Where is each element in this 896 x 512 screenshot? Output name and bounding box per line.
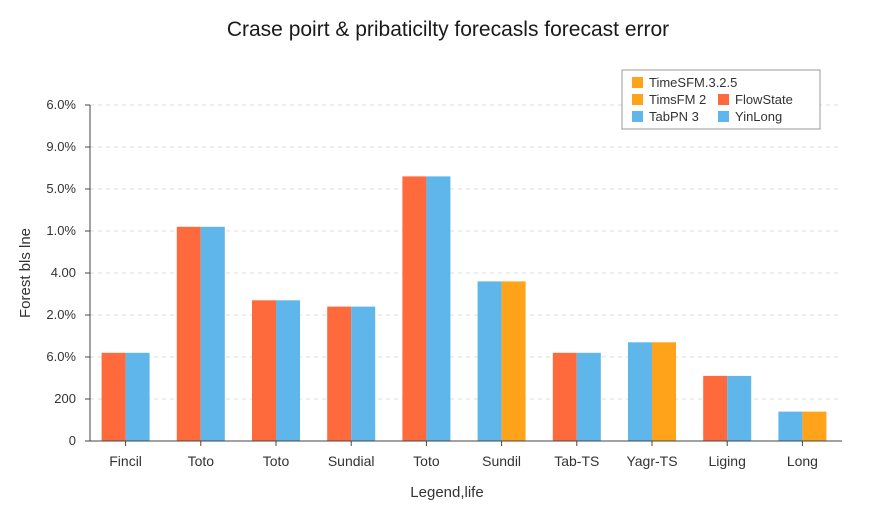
x-category-label: Sundial: [328, 453, 375, 469]
bar: [327, 306, 352, 441]
x-category-label: Liging: [709, 453, 746, 469]
legend-label: FlowState: [735, 92, 793, 107]
y-tick-label: 6.0%: [46, 349, 76, 364]
bar: [276, 300, 300, 441]
legend-swatch: [718, 111, 729, 122]
bar: [703, 375, 728, 441]
legend-swatch: [632, 111, 643, 122]
legend: TimeSFM.3.2.5 TimsFM 2 FlowState TabPN 3 Yin…: [621, 69, 821, 130]
x-category-label: Toto: [413, 453, 440, 469]
bar: [252, 300, 276, 441]
x-category-label: Tab-TS: [554, 453, 599, 469]
legend-swatch: [632, 77, 643, 88]
bar: [652, 342, 676, 441]
x-axis-title: Legend,life: [410, 484, 483, 501]
bar: [101, 352, 126, 441]
y-tick-label: 4.00: [51, 265, 76, 280]
legend-label: TimsFM 2: [649, 92, 706, 107]
y-tick-label: 1.0%: [46, 223, 76, 238]
x-category-labels: Fincil Toto Toto Sundial Toto Sundil Tab-TS Yag…: [109, 441, 818, 469]
bar: [351, 306, 376, 441]
legend-swatch: [632, 94, 643, 105]
y-tick-label: 0: [69, 433, 76, 448]
bar: [802, 411, 827, 441]
bar: [200, 226, 225, 441]
bar: [426, 176, 451, 441]
bar: [402, 176, 427, 441]
legend-label: TabPN 3: [649, 109, 699, 124]
bar: [125, 352, 150, 441]
x-category-label: Toto: [188, 453, 215, 469]
chart-title: Crase poirt & pribaticilty forecasls for…: [226, 18, 670, 41]
legend-label: YinLong: [735, 109, 782, 124]
y-tick-label: 9.0%: [46, 139, 76, 154]
legend-label: TimeSFM.3.2.5: [649, 75, 737, 90]
x-category-label: Sundil: [482, 453, 521, 469]
bar: [552, 352, 577, 441]
x-category-label: Fincil: [109, 453, 142, 469]
y-tick-label: 200: [54, 391, 76, 406]
y-axis-title: Forest bls lne: [17, 228, 34, 318]
bar: [176, 226, 201, 441]
y-tick-label: 5.0%: [46, 181, 76, 196]
x-category-label: Toto: [263, 453, 290, 469]
bar: [727, 375, 752, 441]
bar: [628, 342, 652, 441]
y-tick-labels: 0 200 6.0% 2.0% 4.00 1.0% 5.0% 9.0% 6.0%: [46, 97, 90, 448]
bars: [101, 176, 827, 441]
y-tick-label: 2.0%: [46, 307, 76, 322]
x-category-label: Yagr-TS: [626, 453, 677, 469]
bar: [501, 281, 526, 441]
bar: [778, 411, 803, 441]
bar: [576, 352, 601, 441]
legend-swatch: [718, 94, 729, 105]
bar: [477, 281, 502, 441]
y-tick-label: 6.0%: [46, 97, 76, 112]
x-category-label: Long: [787, 453, 818, 469]
